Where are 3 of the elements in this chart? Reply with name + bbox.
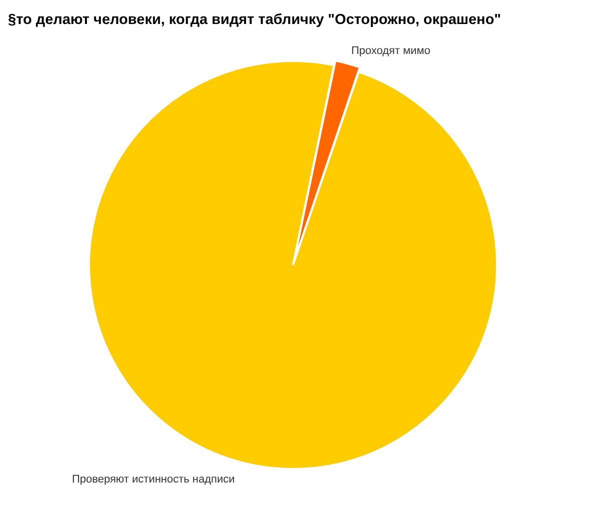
- chart-title: §то делают человеки, когда видят табличку "Осторожно, окрашено": [7, 11, 502, 30]
- slice-label: Проходят мимо: [351, 44, 430, 57]
- slice-label: Проверяют истинность надписи: [72, 473, 235, 486]
